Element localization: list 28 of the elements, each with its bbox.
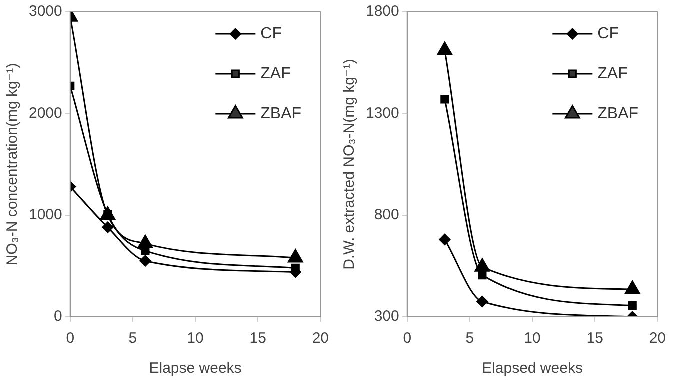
legend-label: ZBAF: [260, 105, 302, 122]
y-axis-title: D.W. extracted NO₃-N(mg kg⁻¹): [341, 59, 358, 270]
y-tick-label: 300: [374, 308, 400, 326]
x-tick-label: 20: [312, 330, 329, 348]
legend-label: CF: [598, 25, 620, 42]
y-tick-label: 3000: [28, 3, 62, 20]
legend-label: ZBAF: [598, 105, 639, 122]
legend-label: ZAF: [260, 65, 292, 82]
x-tick-label: 10: [187, 330, 204, 348]
y-axis-title: NO₃-N concentration(mg kg⁻¹): [4, 63, 22, 266]
x-axis-title: Elapse weeks: [149, 360, 242, 378]
x-tick-label: 10: [524, 330, 541, 348]
y-tick-label: 800: [374, 206, 400, 224]
x-tick-label: 15: [250, 330, 266, 348]
x-tick-label: 0: [66, 330, 75, 348]
y-tick-label: 1000: [28, 206, 62, 224]
y-tick-label: 1300: [366, 104, 400, 122]
legend-label: ZAF: [598, 65, 628, 82]
y-tick-label: 2000: [28, 104, 62, 122]
x-tick-label: 0: [403, 330, 412, 348]
x-tick-label: 15: [586, 330, 604, 348]
y-tick-label: 1800: [366, 3, 400, 20]
x-tick-label: 20: [649, 330, 666, 348]
y-tick-label: 0: [54, 308, 62, 326]
legend-label: CF: [260, 25, 282, 42]
x-axis-title: Elapsed weeks: [482, 360, 583, 378]
x-tick-label: 5: [128, 330, 138, 348]
x-tick-label: 5: [466, 330, 474, 348]
